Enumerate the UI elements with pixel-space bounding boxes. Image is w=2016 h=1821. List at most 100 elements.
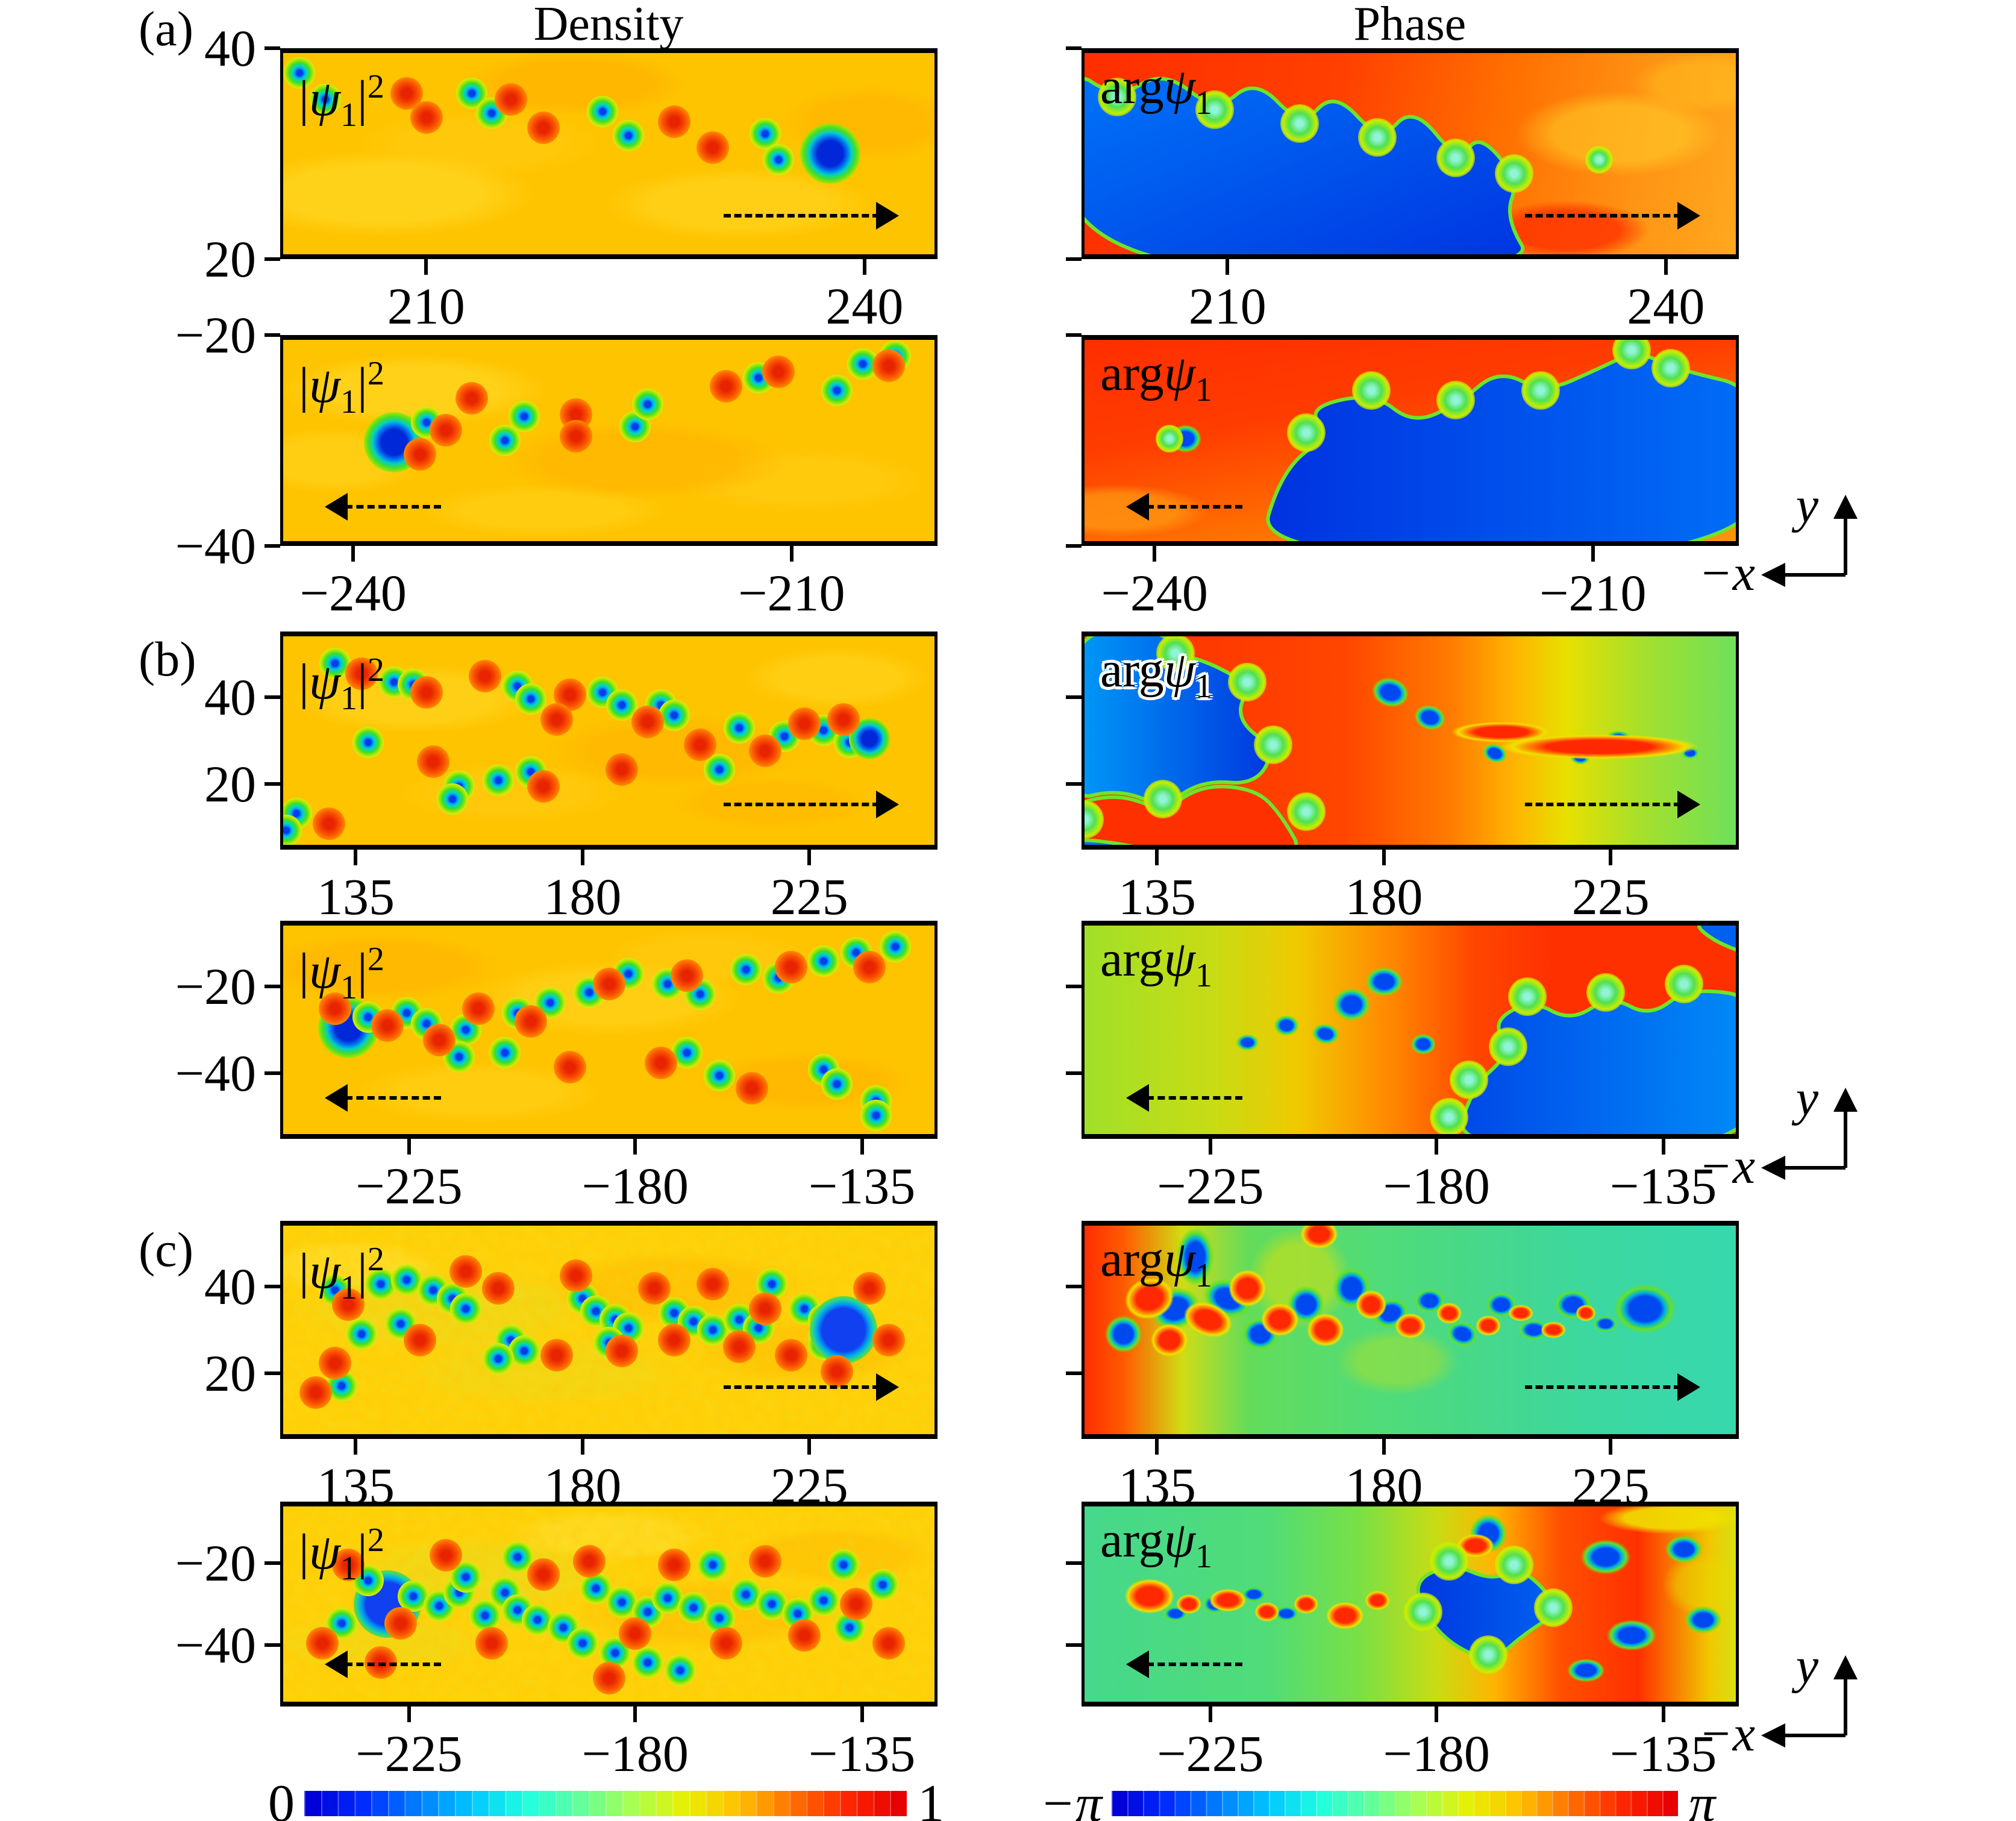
vortex (704, 754, 736, 786)
vortex (515, 683, 546, 715)
axis-indicator-y-arrowhead (1833, 1655, 1858, 1679)
axis-indicator-x-arrowhead (1761, 1156, 1785, 1180)
x-tick-label: −225 (1157, 1725, 1264, 1782)
density-peak-spot (469, 659, 502, 692)
drag-arrow-head (1677, 790, 1701, 818)
drag-arrow-head (876, 790, 900, 818)
density-peak-spot (299, 1376, 333, 1409)
phase-vortex-flare (1143, 779, 1182, 818)
panel-c1-phase: argψ1 (1082, 1221, 1739, 1439)
phase-vortex-flare (1286, 413, 1326, 452)
phase-vortex-flare (1254, 725, 1293, 764)
phase-vortex-flare (1358, 118, 1397, 157)
density-peak-spot (697, 1267, 730, 1300)
x-tick-label: −135 (1609, 1157, 1717, 1215)
drag-arrow-line (723, 1385, 880, 1389)
density-peak-spot (404, 1324, 436, 1357)
phase-red-blob (1325, 1601, 1365, 1631)
x-tick (1153, 546, 1157, 562)
axis-indicator-x-line (1785, 1166, 1845, 1170)
phase-vortex-flare (1521, 371, 1560, 410)
x-tick-label: 135 (1118, 868, 1196, 926)
group-label-b: (b) (139, 632, 196, 686)
phase-vortex-blob (1605, 1619, 1658, 1652)
vortex (749, 118, 781, 149)
density-peak-spot (404, 438, 436, 471)
phase-vortex-blob (1612, 1282, 1678, 1335)
x-tick-label: −210 (1539, 564, 1647, 622)
density-peak-spot (872, 349, 906, 383)
phase-vortex-flare (1156, 636, 1195, 672)
density-field-label: |ψ1|2 (299, 1522, 384, 1587)
vortex (345, 1318, 377, 1350)
density-peak-spot (657, 105, 690, 138)
x-tick-label: 180 (1345, 868, 1423, 926)
phase-vortex-flare (1351, 371, 1391, 410)
phase-vortex-flare (1495, 154, 1534, 193)
panel-a1-density: |ψ1|2 (280, 48, 938, 259)
phase-vortex-flare (1585, 146, 1613, 174)
density-peak-spot (481, 1271, 515, 1305)
x-tick (1591, 546, 1595, 562)
phase-vortex-flare (1155, 424, 1183, 453)
density-peak-spot (345, 657, 378, 691)
density-peak-spot (657, 1324, 690, 1357)
phase-vortex-flare (1664, 964, 1703, 1003)
drag-arrow-line (1524, 1385, 1682, 1389)
density-field-label: |ψ1|2 (299, 355, 384, 421)
vortex (697, 1549, 729, 1581)
drag-arrow-head (1125, 1083, 1149, 1112)
axis-indicator-y-line (1844, 1678, 1847, 1735)
density-peak-spot (820, 1355, 853, 1388)
density-field-label: |ψ1|2 (299, 1241, 384, 1306)
drag-arrow-head (1677, 1373, 1701, 1401)
x-tick (354, 850, 358, 865)
x-tick (789, 546, 794, 562)
x-tick-label: −210 (738, 564, 845, 622)
x-tick-label: −225 (1157, 1157, 1264, 1215)
x-tick (580, 850, 584, 865)
density-peak-spot (332, 1549, 365, 1582)
phase-vortex-flare (1508, 977, 1547, 1016)
vortex (730, 953, 762, 985)
vortex (567, 1627, 599, 1659)
y-tick-label: −40 (175, 1044, 256, 1103)
x-tick (1382, 1439, 1386, 1455)
phase-field-label: argψ1 (1100, 1512, 1212, 1575)
phase-vortex-flare (1469, 1635, 1508, 1675)
density-peak-spot (644, 1047, 677, 1080)
density-peak-spot (748, 1544, 781, 1578)
y-tick-label: 20 (204, 755, 256, 813)
phase-red-blob (1354, 1290, 1388, 1320)
density-peak-spot (827, 703, 860, 736)
x-tick (1208, 1707, 1212, 1722)
axis-indicator-x-line (1785, 1734, 1845, 1737)
x-tick-label: 240 (825, 277, 904, 335)
y-tick-label: 20 (204, 1344, 256, 1403)
drag-arrow-line (1524, 802, 1682, 806)
phase-column-title: Phase (1353, 0, 1467, 51)
phase-red-blob (1306, 1312, 1345, 1347)
density-peak-spot (697, 131, 730, 164)
phase-vortex-flare (1534, 1588, 1573, 1628)
density-peak-spot (527, 770, 560, 803)
phase-colorbar (1112, 1791, 1678, 1816)
phase-vortex-blob (1683, 1605, 1723, 1634)
phase-red-blob (1253, 1601, 1280, 1622)
vortex (632, 1647, 664, 1679)
density-peak-spot (736, 1071, 769, 1105)
density-peak-spot (722, 1330, 756, 1363)
axis-indicator-y-label: y (1795, 1638, 1818, 1694)
drag-arrow-line (1146, 504, 1242, 509)
density-peak-spot (423, 1024, 456, 1057)
group-label-a: (a) (139, 1, 194, 56)
phase-red-blob (1292, 1594, 1319, 1614)
density-peak-spot (384, 1607, 417, 1640)
x-tick-label: 210 (1188, 277, 1266, 335)
density-peak-spot (527, 111, 560, 144)
x-tick-label: −180 (1383, 1157, 1490, 1215)
phase-field-label: argψ1 (1100, 642, 1212, 705)
density-peak-spot (840, 1588, 873, 1620)
x-tick (860, 1139, 864, 1155)
axis-indicator-x-line (1785, 573, 1845, 577)
